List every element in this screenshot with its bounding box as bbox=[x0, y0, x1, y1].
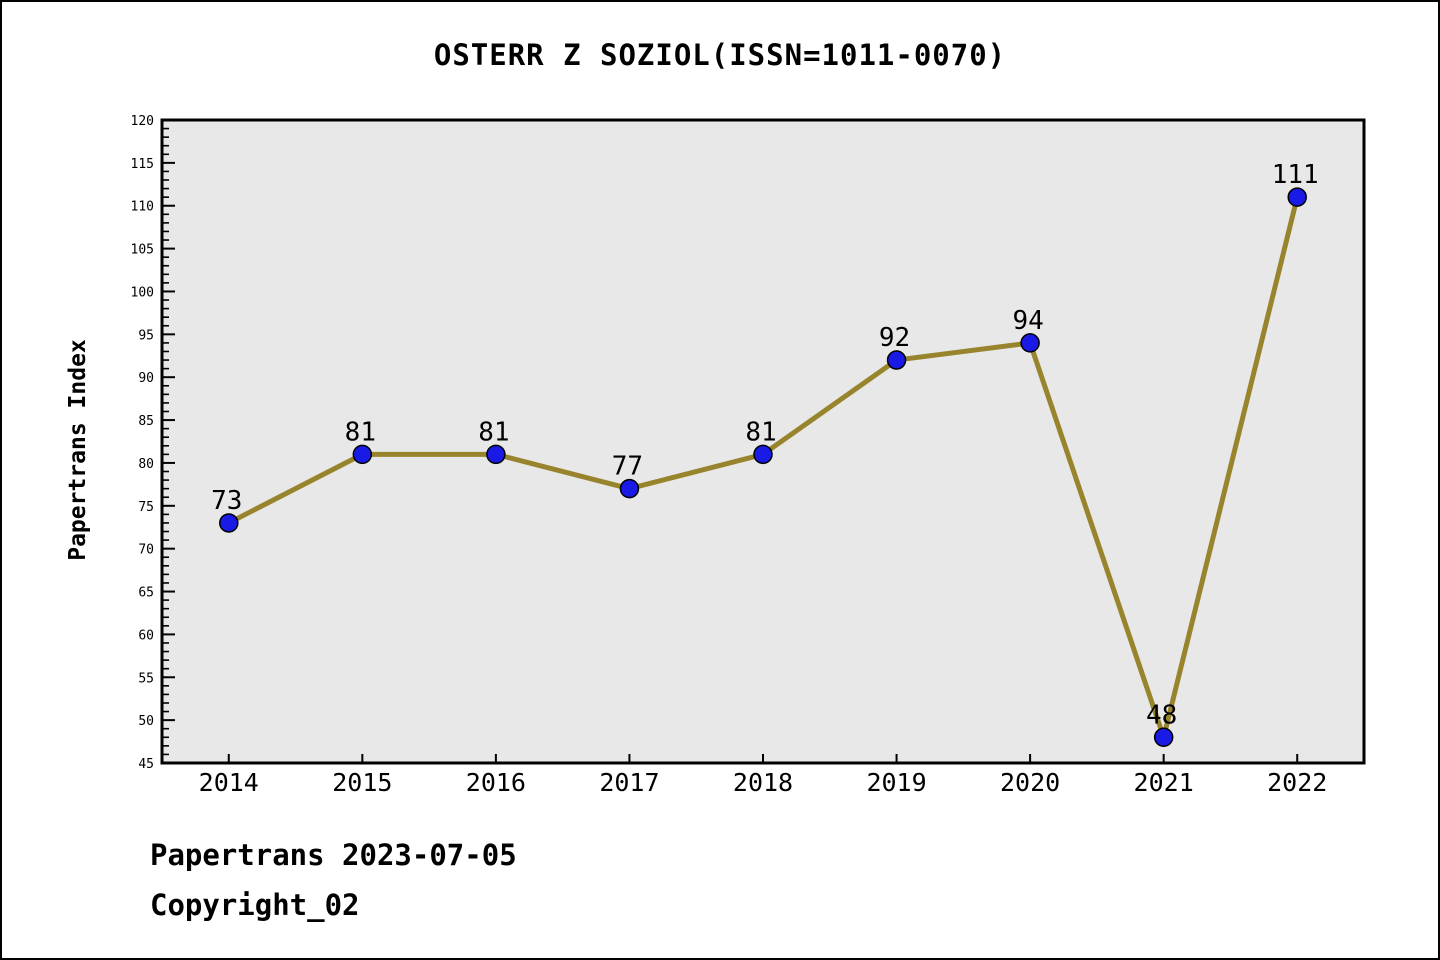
y-axis-tick-label: 90 bbox=[138, 371, 154, 386]
x-axis-tick-label: 2017 bbox=[599, 768, 659, 797]
data-point-label: 81 bbox=[745, 417, 776, 447]
x-axis-tick-label: 2019 bbox=[866, 768, 926, 797]
x-axis-tick-label: 2022 bbox=[1267, 768, 1327, 797]
data-point-label: 77 bbox=[612, 452, 643, 482]
x-axis-tick-label: 2020 bbox=[1000, 768, 1060, 797]
data-point-label: 94 bbox=[1012, 306, 1043, 336]
data-point bbox=[886, 350, 907, 370]
footer-date: Papertrans 2023-07-05 bbox=[150, 838, 517, 872]
data-point-label: 92 bbox=[879, 323, 910, 353]
y-axis-tick-label: 50 bbox=[138, 714, 154, 729]
data-point bbox=[219, 513, 239, 533]
data-point bbox=[1020, 333, 1040, 353]
y-axis-tick-label: 65 bbox=[138, 586, 154, 601]
axis-frame bbox=[160, 118, 1366, 765]
data-point-label: 81 bbox=[478, 417, 509, 447]
x-axis-tick-label: 2021 bbox=[1134, 768, 1194, 797]
data-point bbox=[352, 444, 373, 465]
y-axis-tick-label: 110 bbox=[131, 200, 154, 215]
data-point bbox=[619, 478, 640, 499]
y-axis-tick-label: 80 bbox=[138, 457, 154, 472]
data-point bbox=[1153, 727, 1174, 748]
data-point-label: 81 bbox=[345, 417, 376, 447]
x-axis-tick-label: 2014 bbox=[199, 768, 259, 797]
chart-title: OSTERR Z SOZIOL(ISSN=1011-0070) bbox=[433, 38, 1007, 72]
x-axis-tick-label: 2016 bbox=[466, 768, 526, 797]
x-axis-tick-label: 2018 bbox=[733, 768, 793, 797]
data-point bbox=[486, 444, 506, 465]
y-axis-tick-label: 85 bbox=[138, 414, 154, 429]
plot-area bbox=[162, 120, 1364, 763]
data-point bbox=[1287, 187, 1307, 207]
footer-copyright: Copyright_02 bbox=[150, 888, 360, 922]
y-axis-tick-label: 70 bbox=[138, 543, 154, 558]
data-point-label: 111 bbox=[1272, 160, 1319, 190]
y-axis-tick-label: 55 bbox=[138, 671, 154, 686]
y-axis-tick-label: 95 bbox=[138, 328, 154, 343]
y-axis-tick-label: 105 bbox=[131, 243, 154, 258]
y-axis-tick-label: 115 bbox=[131, 157, 154, 172]
data-point-label: 73 bbox=[211, 486, 242, 516]
y-axis-tick-label: 120 bbox=[131, 114, 154, 129]
data-point bbox=[753, 444, 773, 465]
data-point-label: 48 bbox=[1146, 700, 1177, 730]
y-axis-tick-label: 45 bbox=[138, 757, 154, 772]
y-axis-tick-label: 100 bbox=[131, 285, 154, 300]
y-axis-tick-label: 60 bbox=[138, 628, 154, 643]
y-axis-tick-label: 75 bbox=[138, 500, 154, 515]
x-axis-tick-label: 2015 bbox=[332, 768, 392, 797]
